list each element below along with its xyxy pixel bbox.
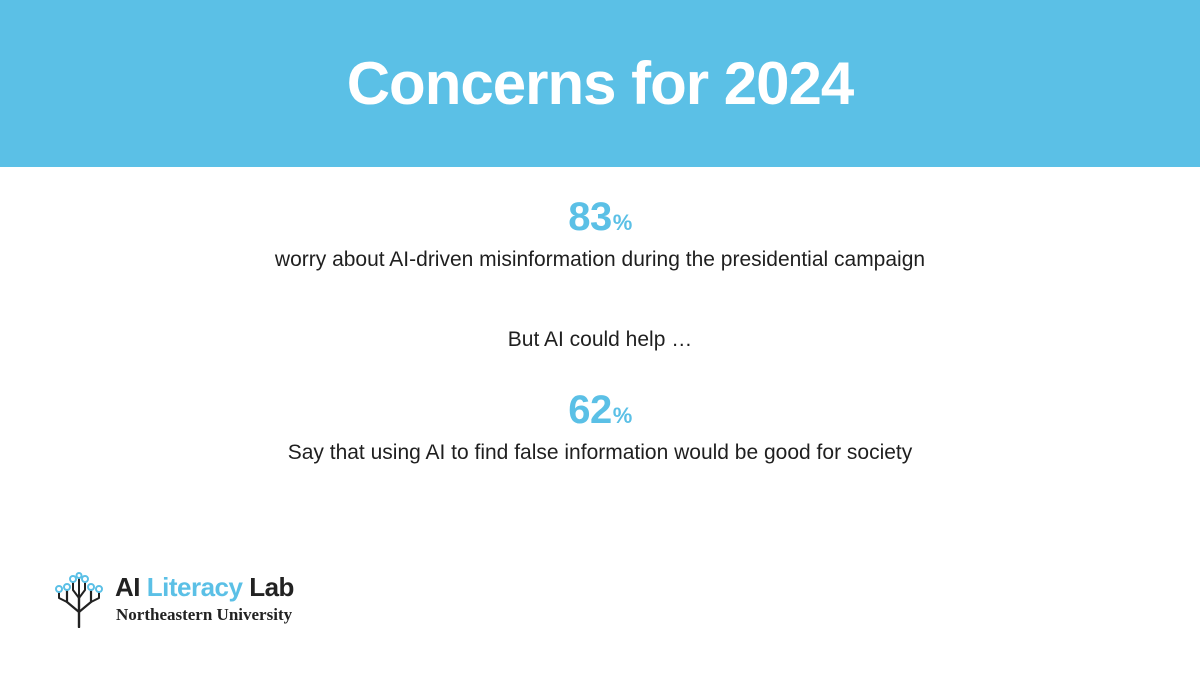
stat-description: worry about AI-driven misinformation dur…: [274, 248, 926, 271]
stat-block-misinformation-worry: 83% worry about AI-driven misinformation…: [0, 197, 1200, 273]
stat-description: Say that using AI to find false informat…: [287, 441, 913, 464]
stat-value: 62%: [0, 390, 1200, 436]
stat-block-ai-good-for-society: 62% Say that using AI to find false info…: [0, 390, 1200, 466]
logo-title-literacy: Literacy: [146, 572, 243, 602]
logo-subtitle: Northeastern University: [116, 605, 293, 624]
stat-unit: %: [612, 403, 633, 428]
page-title: Concerns for 2024: [346, 49, 855, 117]
ai-literacy-lab-logo: AI Literacy Lab Northeastern University: [55, 572, 315, 632]
logo-title-lab: Lab: [249, 572, 294, 602]
stat-number: 83: [568, 195, 612, 239]
transition-text: But AI could help …: [507, 328, 693, 351]
tree-circuit-icon: [55, 572, 103, 628]
stat-value: 83%: [0, 197, 1200, 243]
logo-title-ai: AI: [115, 572, 141, 602]
stat-number: 62: [568, 388, 612, 432]
logo-title: AI Literacy Lab: [115, 573, 294, 601]
title-banner: Concerns for 2024: [0, 0, 1200, 167]
stat-unit: %: [612, 210, 633, 235]
